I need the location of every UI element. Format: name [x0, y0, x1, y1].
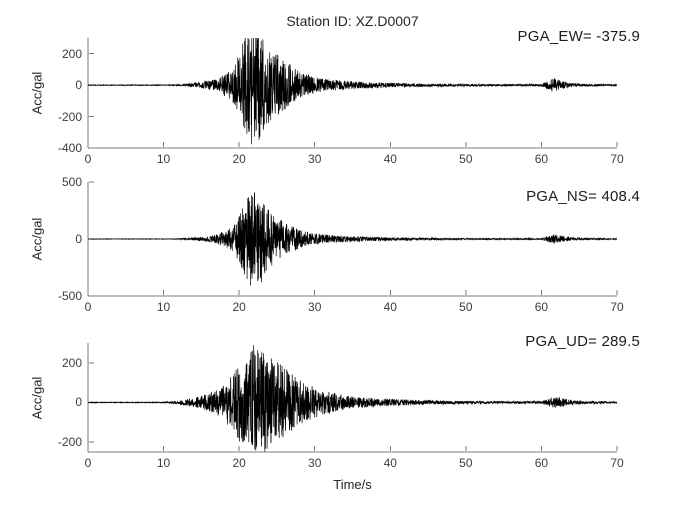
pga-annotation-ud: PGA_UD= 289.5: [525, 333, 640, 350]
x-tick-label: 20: [232, 152, 246, 166]
x-tick-label: 60: [534, 152, 549, 166]
x-tick-label: 0: [84, 152, 92, 166]
acceleration-waveform-ns: [88, 192, 617, 286]
x-tick-label: 10: [156, 300, 171, 314]
x-tick-label: 20: [232, 456, 246, 470]
x-tick-label: 30: [308, 300, 322, 314]
x-tick-label: 10: [156, 456, 171, 470]
x-tick-label: 0: [84, 300, 92, 314]
y-tick-label: -200: [57, 109, 82, 124]
x-tick-label: 60: [534, 300, 549, 314]
x-tick-label: 70: [610, 456, 624, 470]
y-tick-label: 200: [61, 355, 82, 370]
x-tick-label: 40: [383, 456, 397, 470]
x-tick-label: 60: [534, 456, 549, 470]
x-tick-label: 20: [232, 300, 246, 314]
x-axis-label: Time/s: [333, 477, 372, 492]
pga-annotation-ns: PGA_NS= 408.4: [526, 188, 640, 205]
x-tick-label: 0: [84, 456, 92, 470]
x-tick-label: 70: [610, 300, 624, 314]
x-tick-label: 10: [156, 152, 171, 166]
x-tick-label: 30: [308, 456, 322, 470]
y-tick-label: 500: [61, 175, 82, 189]
y-tick-label: -500: [57, 289, 82, 303]
x-tick-label: 50: [459, 152, 473, 166]
y-tick-label: -200: [57, 435, 82, 450]
x-tick-label: 70: [610, 152, 624, 166]
acceleration-waveform-ew: [88, 38, 617, 145]
x-tick-label: 40: [383, 300, 397, 314]
figure-title: Station ID: XZ.D0007: [286, 13, 419, 29]
x-tick-label: 30: [308, 152, 322, 166]
y-tick-label: 0: [75, 78, 82, 93]
y-tick-label: -400: [57, 141, 82, 155]
y-tick-label: 0: [75, 232, 82, 246]
x-tick-label: 50: [459, 300, 473, 314]
y-tick-label: 200: [61, 46, 82, 61]
pga-annotation-ew: PGA_EW= -375.9: [517, 28, 640, 45]
y-tick-label: 0: [75, 395, 82, 410]
x-tick-label: 50: [459, 456, 473, 470]
x-tick-label: 40: [383, 152, 397, 166]
acceleration-waveform-ud: [88, 345, 617, 452]
